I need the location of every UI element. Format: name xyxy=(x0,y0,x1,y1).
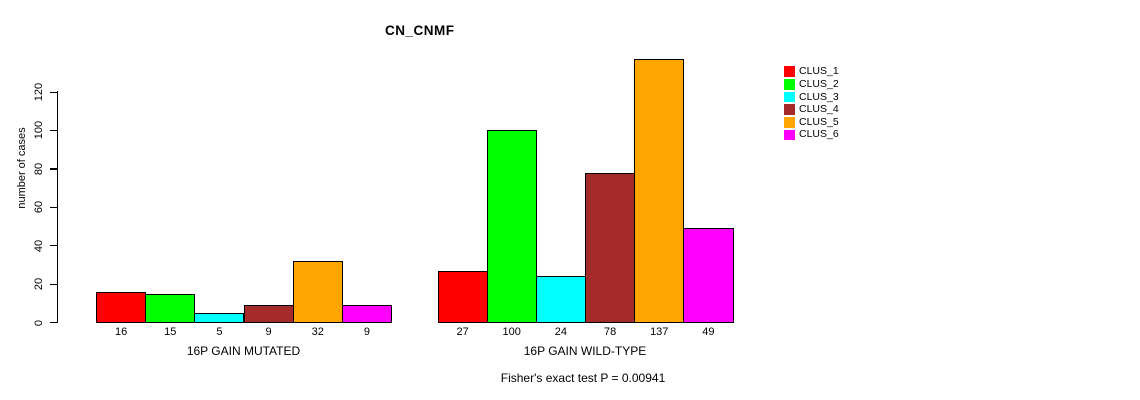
y-axis-tick-label: 60 xyxy=(33,201,45,214)
bar-clus_2 xyxy=(145,293,196,324)
y-axis-tick xyxy=(50,129,57,132)
y-axis-tick xyxy=(50,322,57,324)
bar-clus_5 xyxy=(634,59,685,324)
bar-clus_2 xyxy=(486,130,537,324)
x-group-label-mutated: 16P GAIN MUTATED xyxy=(186,344,301,358)
legend-swatch-clus_5 xyxy=(784,117,795,128)
legend-swatch-clus_4 xyxy=(784,104,795,115)
legend-label-clus_1: CLUS_1 xyxy=(799,65,839,78)
x-group-label-wildtype: 16P GAIN WILD-TYPE xyxy=(523,344,647,358)
y-axis-tick xyxy=(50,283,57,285)
y-axis-tick xyxy=(50,206,57,208)
y-axis-tick-label: 20 xyxy=(33,277,45,291)
bar-clus_3 xyxy=(535,276,586,324)
bar-clus_6 xyxy=(683,228,734,324)
legend-swatch-clus_2 xyxy=(784,79,795,90)
bar-clus_6 xyxy=(341,305,392,324)
legend-swatch-clus_3 xyxy=(784,91,795,103)
bar-value-label: 5 xyxy=(216,325,223,338)
bar-value-label: 24 xyxy=(554,325,568,338)
y-axis-tick-label: 80 xyxy=(33,162,45,175)
bar-value-label: 15 xyxy=(164,325,177,338)
bar-value-label: 16 xyxy=(114,325,128,338)
y-axis-tick xyxy=(50,245,57,247)
y-axis-title: number of cases xyxy=(16,127,28,209)
fisher-test-caption: Fisher's exact test P = 0.00941 xyxy=(500,371,666,385)
bar-value-label: 27 xyxy=(456,325,469,338)
y-axis-tick-label: 100 xyxy=(33,121,45,140)
legend-swatch-clus_6 xyxy=(784,129,795,141)
bar-clus_4 xyxy=(243,305,294,324)
bar-value-label: 32 xyxy=(311,325,324,338)
y-axis-tick-label: 40 xyxy=(33,239,45,252)
bar-clus_1 xyxy=(96,291,147,324)
y-axis-tick xyxy=(50,168,57,170)
legend-label-clus_3: CLUS_3 xyxy=(799,90,839,103)
y-axis-tick-label: 0 xyxy=(33,319,45,326)
legend-swatch-clus_1 xyxy=(784,66,795,77)
legend-label-clus_2: CLUS_2 xyxy=(799,77,839,90)
bar-clus_1 xyxy=(437,270,488,324)
y-axis-line xyxy=(57,91,59,323)
bar-clus_4 xyxy=(585,172,636,324)
y-axis-tick xyxy=(50,91,57,93)
bar-clus_3 xyxy=(194,312,245,324)
legend-label-clus_5: CLUS_5 xyxy=(799,115,839,128)
bar-value-label: 137 xyxy=(650,325,669,338)
y-axis-tick-label: 120 xyxy=(33,82,45,102)
bar-value-label: 9 xyxy=(265,325,272,338)
bar-clus_5 xyxy=(292,261,343,324)
bar-value-label: 100 xyxy=(502,325,521,338)
bar-value-label: 9 xyxy=(363,325,370,338)
chart-title: CN_CNMF xyxy=(385,23,455,38)
legend-label-clus_6: CLUS_6 xyxy=(799,128,839,141)
bar-value-label: 78 xyxy=(603,325,617,338)
legend-label-clus_4: CLUS_4 xyxy=(799,103,839,116)
bar-value-label: 49 xyxy=(702,325,715,338)
